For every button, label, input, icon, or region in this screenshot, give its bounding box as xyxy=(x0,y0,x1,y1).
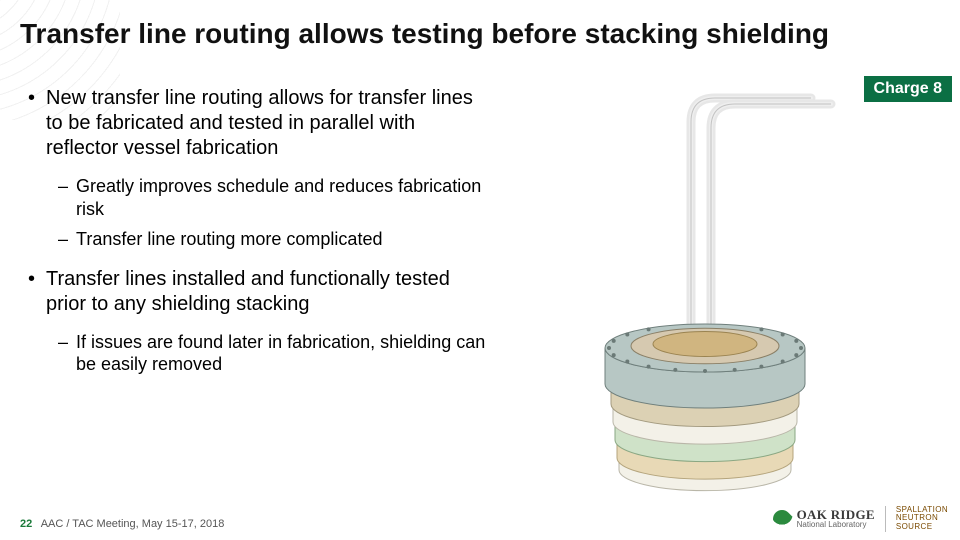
bullet-text: Transfer lines installed and functionall… xyxy=(46,268,450,315)
logo-main-bottom: National Laboratory xyxy=(797,521,875,529)
sns-logo: SPALLATION NEUTRON SOURCE xyxy=(896,506,948,532)
page-title: Transfer line routing allows testing bef… xyxy=(20,18,840,50)
sub-bullet-item: If issues are found later in fabrication… xyxy=(58,331,488,376)
bullet-item: Transfer lines installed and functionall… xyxy=(28,267,488,376)
bullet-item: New transfer line routing allows for tra… xyxy=(28,86,488,251)
page-number: 22 xyxy=(20,518,32,530)
oak-ridge-logo: OAK RIDGE National Laboratory xyxy=(773,508,875,529)
content-area: New transfer line routing allows for tra… xyxy=(28,86,488,392)
charge-badge: Charge 8 xyxy=(864,76,952,102)
bullet-text: New transfer line routing allows for tra… xyxy=(46,87,473,159)
vessel-diagram xyxy=(570,68,840,498)
sub-bullet-item: Transfer line routing more complicated xyxy=(58,228,488,251)
sns-line: SOURCE xyxy=(896,523,948,532)
logo-block: OAK RIDGE National Laboratory SPALLATION… xyxy=(773,506,948,532)
leaf-icon xyxy=(769,506,794,531)
footer-text: AAC / TAC Meeting, May 15-17, 2018 xyxy=(41,518,225,530)
sub-bullet-item: Greatly improves schedule and reduces fa… xyxy=(58,175,488,220)
logo-divider xyxy=(885,506,886,532)
footer: 22 AAC / TAC Meeting, May 15-17, 2018 xyxy=(20,518,224,530)
